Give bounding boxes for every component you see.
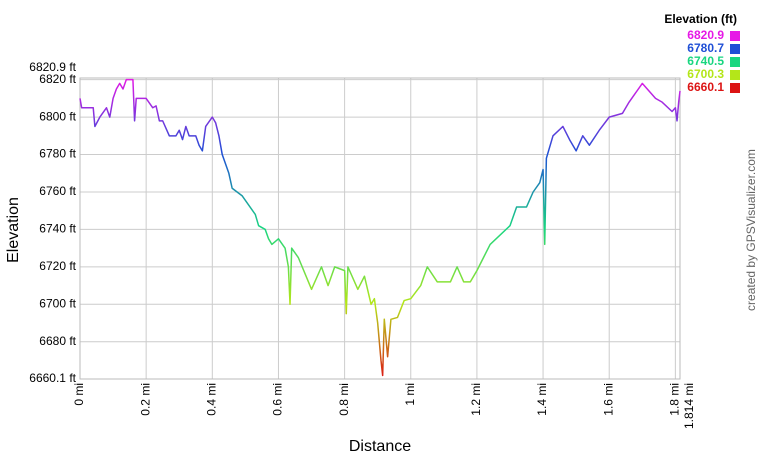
legend-label: 6780.7 (687, 41, 724, 55)
legend-label: 6740.5 (687, 54, 724, 68)
x-tick-label: 1.814 mi (682, 383, 696, 429)
x-tick-label: 1 mi (403, 383, 417, 406)
legend-swatch (730, 44, 740, 54)
y-tick-label: 6820 ft (39, 72, 76, 86)
x-tick-label: 1.4 mi (535, 383, 549, 416)
legend-label: 6820.9 (687, 28, 724, 42)
y-axis-title: Elevation (5, 197, 22, 263)
x-tick-label: 0 mi (72, 383, 86, 406)
legend-swatch (730, 31, 740, 41)
x-tick-label: 1.8 mi (668, 383, 682, 416)
y-tick-label: 6760 ft (39, 184, 76, 198)
legend-swatch (730, 83, 740, 93)
legend-swatch (730, 57, 740, 67)
legend-label: 6700.3 (687, 67, 724, 81)
y-tick-label: 6680 ft (39, 334, 76, 348)
legend-title: Elevation (ft) (664, 12, 737, 26)
y-tick-label: 6820.9 ft (29, 60, 76, 74)
y-tick-label: 6800 ft (39, 109, 76, 123)
elevation-line (79, 78, 681, 377)
x-tick-label: 0.4 mi (204, 383, 218, 416)
y-tick-label: 6780 ft (39, 147, 76, 161)
legend-swatch (730, 70, 740, 80)
x-tick-label: 0.6 mi (271, 383, 285, 416)
y-tick-label: 6700 ft (39, 296, 76, 310)
credit: created by GPSVisualizer.com (744, 149, 758, 311)
x-tick-label: 1.6 mi (601, 383, 615, 416)
x-axis-title: Distance (349, 438, 411, 455)
y-tick-label: 6660.1 ft (29, 371, 76, 385)
x-tick-label: 0.8 mi (337, 383, 351, 416)
y-tick-label: 6720 ft (39, 259, 76, 273)
y-tick-label: 6740 ft (39, 222, 76, 236)
legend-label: 6660.1 (687, 80, 724, 94)
plot-frame (79, 77, 681, 380)
x-tick-label: 1.2 mi (469, 383, 483, 416)
x-tick-label: 0.2 mi (138, 383, 152, 416)
